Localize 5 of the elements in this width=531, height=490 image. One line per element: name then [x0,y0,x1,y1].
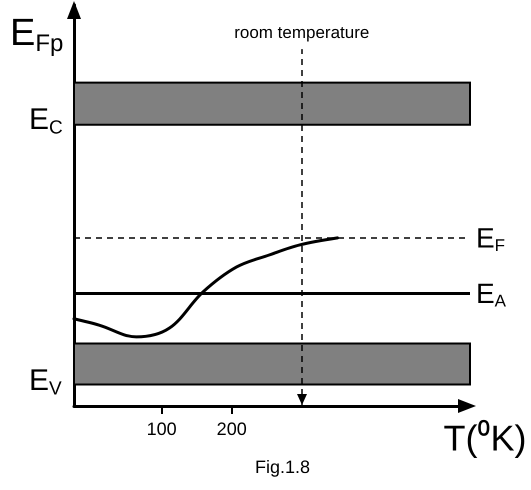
caption: Fig.1.8 [255,457,310,477]
x-tick-label: 100 [146,419,177,439]
ref-line-label: room temperature [234,23,370,42]
x-axis-title: T(⁰K) [444,418,526,458]
x-tick-label: 200 [216,419,247,439]
